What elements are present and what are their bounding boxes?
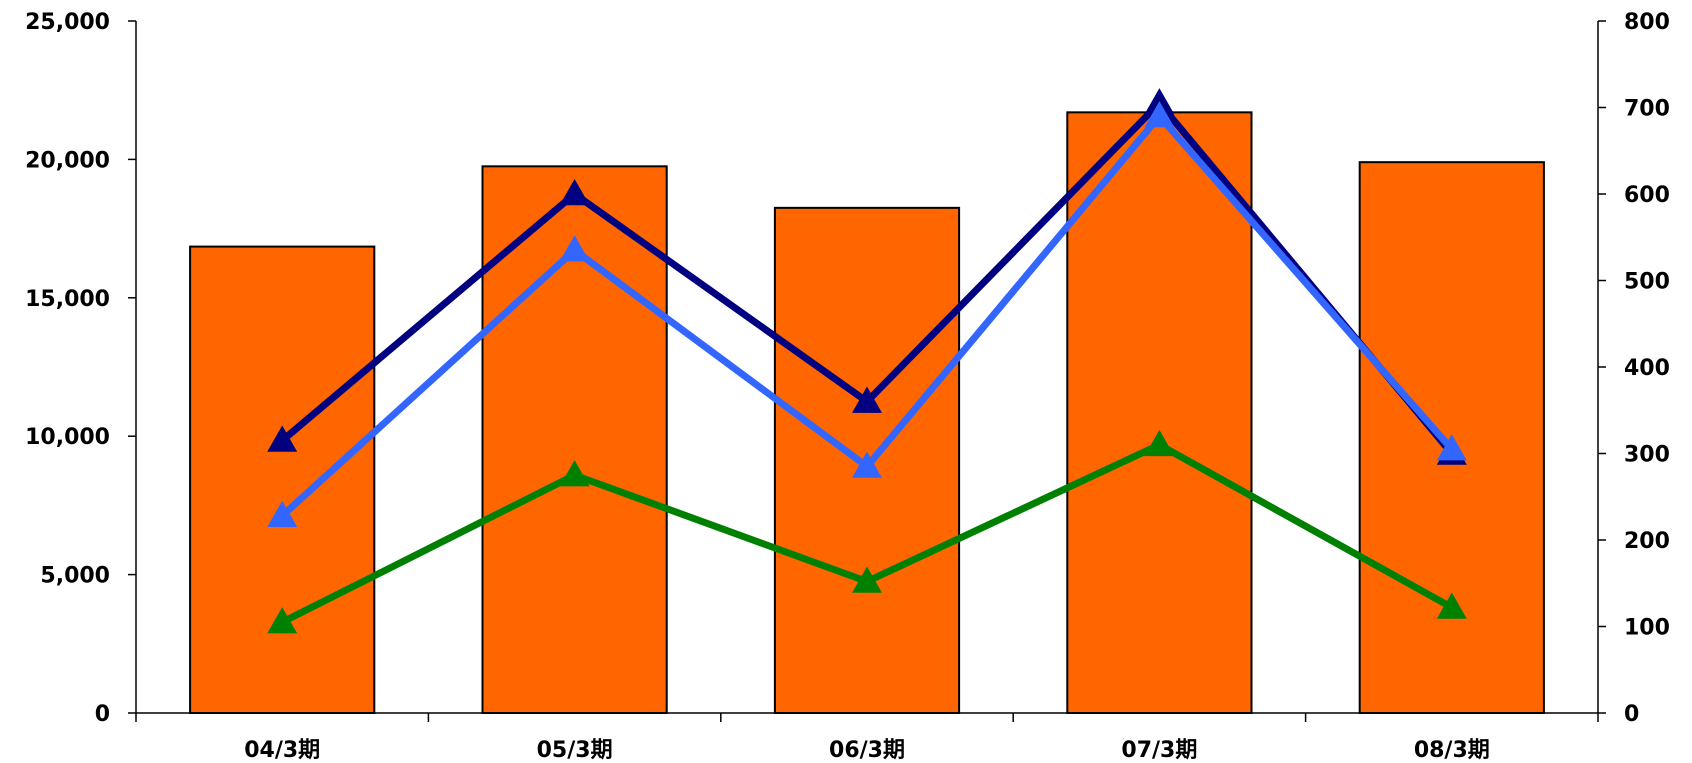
series-marker (267, 425, 298, 452)
y-right-tick-label: 600 (1624, 183, 1670, 208)
series-marker (1436, 434, 1467, 461)
x-tick-label: 05/3期 (537, 738, 613, 763)
y-right-tick-label: 300 (1624, 443, 1670, 468)
y-right-tick-label: 400 (1624, 356, 1670, 381)
x-tick-label: 04/3期 (244, 738, 320, 763)
y-left-tick-label: 20,000 (25, 148, 110, 173)
series-marker (267, 500, 298, 528)
x-tick-label: 07/3期 (1121, 738, 1197, 763)
bar (189, 245, 376, 714)
y-left-tick-label: 25,000 (25, 10, 110, 35)
y-left-tick-label: 5,000 (40, 564, 110, 589)
y-right-tick-label: 0 (1624, 702, 1639, 727)
y-right-tick-label: 700 (1624, 97, 1670, 122)
y-right-tick-label: 800 (1624, 10, 1670, 35)
y-right-tick-label: 100 (1624, 616, 1670, 641)
y-right-tick-label: 200 (1624, 529, 1670, 554)
series-marker (559, 460, 590, 487)
series-marker (1436, 592, 1467, 619)
labels-layer: 0 5,000 10,000 15,000 20,000 25,000 0 100 200 300… (25, 10, 1670, 763)
bar (1066, 111, 1253, 715)
series-marker (852, 566, 882, 593)
axes-layer (128, 20, 1606, 722)
series-marker (852, 451, 882, 478)
series-marker (852, 386, 882, 413)
series-marker (1144, 429, 1175, 457)
y-left-tick-label: 10,000 (25, 425, 110, 450)
y-right-tick-label: 500 (1624, 270, 1670, 295)
y-left-tick-label: 0 (95, 702, 110, 727)
series-marker (559, 235, 590, 262)
x-tick-label: 06/3期 (829, 738, 905, 763)
series-marker (559, 179, 590, 206)
x-tick-label: 08/3期 (1414, 738, 1490, 763)
series-marker (267, 607, 298, 634)
series-marker (1144, 101, 1175, 128)
y-left-tick-label: 15,000 (25, 287, 110, 312)
lines-layer (267, 88, 1467, 634)
